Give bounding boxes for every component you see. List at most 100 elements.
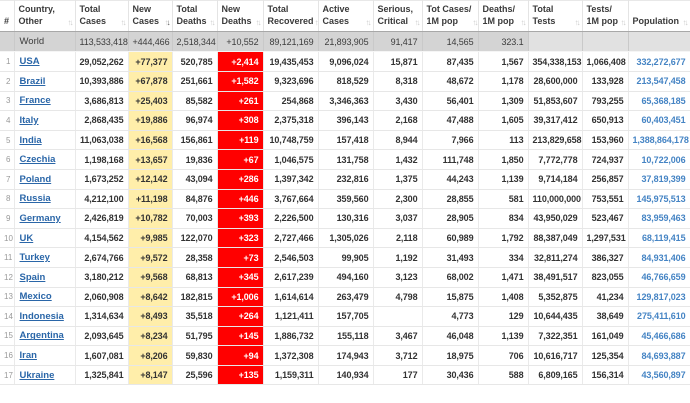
population-link[interactable]: 46,766,659 xyxy=(641,272,686,283)
country-link[interactable]: Poland xyxy=(19,173,52,185)
cell-total_deaths: 84,876 xyxy=(172,189,218,210)
cell-population: 10,722,006 xyxy=(628,149,690,170)
cell-deaths_per_1m: 588 xyxy=(478,365,529,386)
country-link[interactable]: UK xyxy=(19,232,34,244)
population-link[interactable]: 68,119,415 xyxy=(641,233,686,244)
cell-total_deaths: 520,785 xyxy=(172,51,218,72)
cell-cases_per_1m: 44,243 xyxy=(422,169,479,190)
cell-new_cases: +25,403 xyxy=(128,91,173,112)
population-link[interactable]: 60,403,451 xyxy=(641,115,686,126)
cell-total_cases: 1,198,168 xyxy=(75,149,129,170)
population-link[interactable]: 65,368,185 xyxy=(641,95,686,106)
world-active_cases: 21,893,905 xyxy=(318,31,374,53)
population-link[interactable]: 84,931,406 xyxy=(641,252,686,263)
sort-arrows-icon: ↑↓ xyxy=(574,18,581,28)
cell-new_cases: +11,198 xyxy=(128,189,173,210)
country-link[interactable]: Italy xyxy=(19,114,39,126)
column-label: Total Cases xyxy=(79,4,107,26)
cell-new_deaths: +261 xyxy=(217,91,264,112)
country-link[interactable]: Turkey xyxy=(19,252,50,264)
country-link[interactable]: USA xyxy=(19,56,40,68)
cell-total_cases: 4,154,562 xyxy=(75,228,129,249)
cell-tests_per_1m: 125,354 xyxy=(582,345,629,366)
cell-cases_per_1m: 56,401 xyxy=(422,91,479,112)
cell-country: Mexico xyxy=(14,287,76,308)
population-link[interactable]: 10,722,006 xyxy=(641,154,686,165)
cell-deaths_per_1m: 834 xyxy=(478,208,529,229)
table-row: 8 Russia 4,212,100 +11,198 84,876 +446 3,767,6… xyxy=(0,189,690,210)
cell-new_cases: +12,142 xyxy=(128,169,173,190)
cell-total_tests: 110,000,000 xyxy=(528,189,583,210)
sort-arrows-icon: ↑↓ xyxy=(365,18,372,28)
column-header-tests_per_1m[interactable]: Tests/1M pop ↑↓ xyxy=(582,0,629,33)
column-label: New Cases xyxy=(132,4,160,26)
column-header-total_tests[interactable]: Total Tests ↑↓ xyxy=(528,0,583,33)
cell-total_cases: 4,212,100 xyxy=(75,189,129,210)
cell-total_recovered: 1,397,342 xyxy=(263,169,319,190)
cell-new_cases: +9,572 xyxy=(128,247,173,268)
population-link[interactable]: 145,975,513 xyxy=(636,193,686,204)
country-link[interactable]: France xyxy=(19,95,51,107)
population-link[interactable]: 1,388,864,178 xyxy=(632,135,689,146)
column-header-total_deaths[interactable]: Total Deaths ↑↓ xyxy=(172,0,218,33)
cell-total_cases: 2,868,435 xyxy=(75,110,129,131)
country-link[interactable]: Ukraine xyxy=(19,369,55,381)
country-link[interactable]: Iran xyxy=(19,350,37,362)
table-row: 4 Italy 2,868,435 +19,886 96,974 +308 2,375,31… xyxy=(0,110,690,131)
column-header-cases_per_1m[interactable]: Tot Cases/1M pop ↑↓ xyxy=(422,0,479,33)
cell-total_cases: 3,686,813 xyxy=(75,91,129,112)
column-header-new_cases[interactable]: New Cases ↑↓ xyxy=(128,0,173,33)
column-header-total_cases[interactable]: Total Cases ↑↓ xyxy=(75,0,129,33)
cell-population: 275,411,610 xyxy=(628,306,690,327)
cell-tests_per_1m: 724,937 xyxy=(582,149,629,170)
cell-new_deaths: +67 xyxy=(217,149,264,170)
population-link[interactable]: 43,560,897 xyxy=(641,370,686,381)
cell-tests_per_1m: 793,255 xyxy=(582,91,629,112)
sort-arrows-icon: ↑↓ xyxy=(472,18,477,28)
cell-deaths_per_1m: 1,850 xyxy=(478,149,529,170)
population-link[interactable]: 84,693,887 xyxy=(641,350,686,361)
population-link[interactable]: 332,272,677 xyxy=(636,56,686,67)
country-link[interactable]: Brazil xyxy=(19,75,46,87)
cell-country: USA xyxy=(14,51,76,72)
column-label: New Deaths xyxy=(221,4,252,26)
cell-active_cases: 3,346,363 xyxy=(318,91,374,112)
population-link[interactable]: 37,819,399 xyxy=(641,174,686,185)
sort-arrows-icon: ↑↓ xyxy=(682,18,689,28)
population-link[interactable]: 83,959,463 xyxy=(641,213,686,224)
country-link[interactable]: India xyxy=(19,134,42,146)
cell-active_cases: 9,096,024 xyxy=(318,51,374,72)
cell-total_recovered: 1,886,732 xyxy=(263,326,319,347)
country-link[interactable]: Spain xyxy=(19,271,46,283)
country-link[interactable]: Russia xyxy=(19,193,51,205)
column-header-active_cases[interactable]: Active Cases ↑↓ xyxy=(318,0,374,33)
country-link[interactable]: Indonesia xyxy=(19,310,64,322)
column-header-population[interactable]: Population ↑↓ xyxy=(628,0,690,33)
cell-total_recovered: 254,868 xyxy=(263,91,319,112)
country-link[interactable]: Germany xyxy=(19,212,61,224)
population-link[interactable]: 129,817,023 xyxy=(636,291,686,302)
column-header-country[interactable]: Country, Other ↑↓ xyxy=(14,0,76,33)
cell-new_deaths: +73 xyxy=(217,247,264,268)
country-link[interactable]: Argentina xyxy=(19,330,64,342)
cell-new_deaths: +323 xyxy=(217,228,264,249)
population-link[interactable]: 45,466,686 xyxy=(641,330,686,341)
column-header-deaths_per_1m[interactable]: Deaths/1M pop ↑↓ xyxy=(478,0,529,33)
table-row: 13 Mexico 2,060,908 +8,642 182,815 +1,006 1,61… xyxy=(0,287,690,308)
cell-rank: 1 xyxy=(0,51,15,72)
country-link[interactable]: Mexico xyxy=(19,291,52,303)
cell-new_deaths: +2,414 xyxy=(217,51,264,72)
country-link[interactable]: Czechia xyxy=(19,154,56,166)
column-header-new_deaths[interactable]: New Deaths ↑↓ xyxy=(217,0,264,33)
population-link[interactable]: 213,547,458 xyxy=(636,76,686,87)
population-link[interactable]: 275,411,610 xyxy=(637,311,686,322)
world-country: World xyxy=(14,31,76,53)
cell-total_cases: 1,607,081 xyxy=(75,345,129,366)
cell-country: Italy xyxy=(14,110,76,131)
cell-active_cases: 1,305,026 xyxy=(318,228,374,249)
cell-tests_per_1m: 650,913 xyxy=(582,110,629,131)
column-header-serious_critical[interactable]: Serious, Critical ↑↓ xyxy=(373,0,423,33)
cell-serious_critical: 2,118 xyxy=(373,228,423,249)
cell-cases_per_1m: 48,672 xyxy=(422,71,479,92)
